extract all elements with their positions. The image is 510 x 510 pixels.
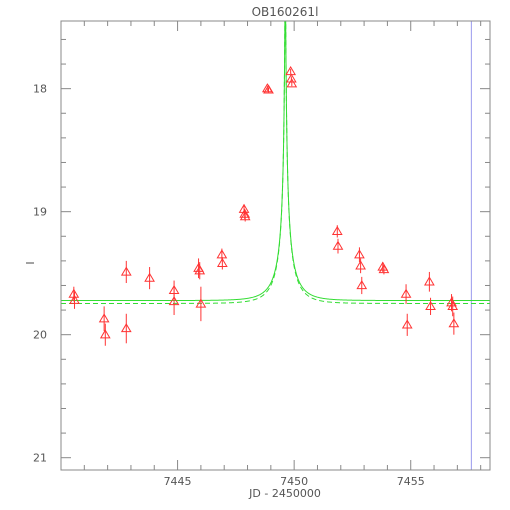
y-tick-label: 18 — [33, 83, 47, 96]
x-tick-label: 7450 — [280, 475, 308, 488]
y-tick-label: 19 — [33, 206, 47, 219]
y-tick-label: 20 — [33, 329, 47, 342]
data-point-triangle — [195, 298, 207, 308]
x-tick-label: 7455 — [397, 475, 425, 488]
data-point-triangle — [332, 240, 344, 250]
data-point-triangle — [356, 279, 368, 290]
x-axis-label: JD - 2450000 — [248, 487, 321, 500]
data-point-triangle — [239, 211, 251, 221]
data-point-triangle — [286, 78, 298, 88]
plot-frame — [60, 20, 491, 471]
data-point-triangle — [424, 276, 435, 286]
data-point-triangle — [446, 297, 457, 307]
data-point-triangle — [99, 329, 111, 339]
chart-title: OB160261l — [252, 5, 319, 19]
model-curve-dashed — [61, 21, 490, 304]
model-curve-solid — [61, 21, 490, 302]
data-point-triangle — [401, 319, 413, 329]
data-point-triangle — [331, 225, 343, 236]
data-point-triangle — [144, 272, 155, 282]
data-point-triangle — [238, 203, 250, 213]
data-point-triangle — [168, 295, 180, 306]
data-point-triangle — [355, 260, 366, 270]
data-point-triangle — [69, 294, 80, 304]
data-point-triangle — [120, 266, 132, 276]
data-point-triangle — [263, 84, 274, 94]
data-point-triangle — [98, 313, 110, 323]
data-point-triangle — [448, 318, 460, 328]
x-tick-label: 7445 — [164, 475, 192, 488]
axis-ticks: 7445 7450 7455 18 19 20 21 — [33, 21, 490, 488]
y-axis-label: I — [24, 261, 37, 264]
data-point-triangle — [425, 300, 436, 311]
data-point-triangle — [120, 323, 132, 333]
data-point-triangle — [378, 264, 390, 274]
data-point-triangle — [447, 300, 459, 311]
data-point-triangle — [194, 265, 206, 275]
data-point-triangle — [216, 257, 228, 267]
y-tick-label: 21 — [33, 452, 47, 465]
data-point-triangle — [400, 288, 412, 298]
data-point-triangle — [354, 249, 365, 259]
plot-area — [61, 21, 490, 470]
